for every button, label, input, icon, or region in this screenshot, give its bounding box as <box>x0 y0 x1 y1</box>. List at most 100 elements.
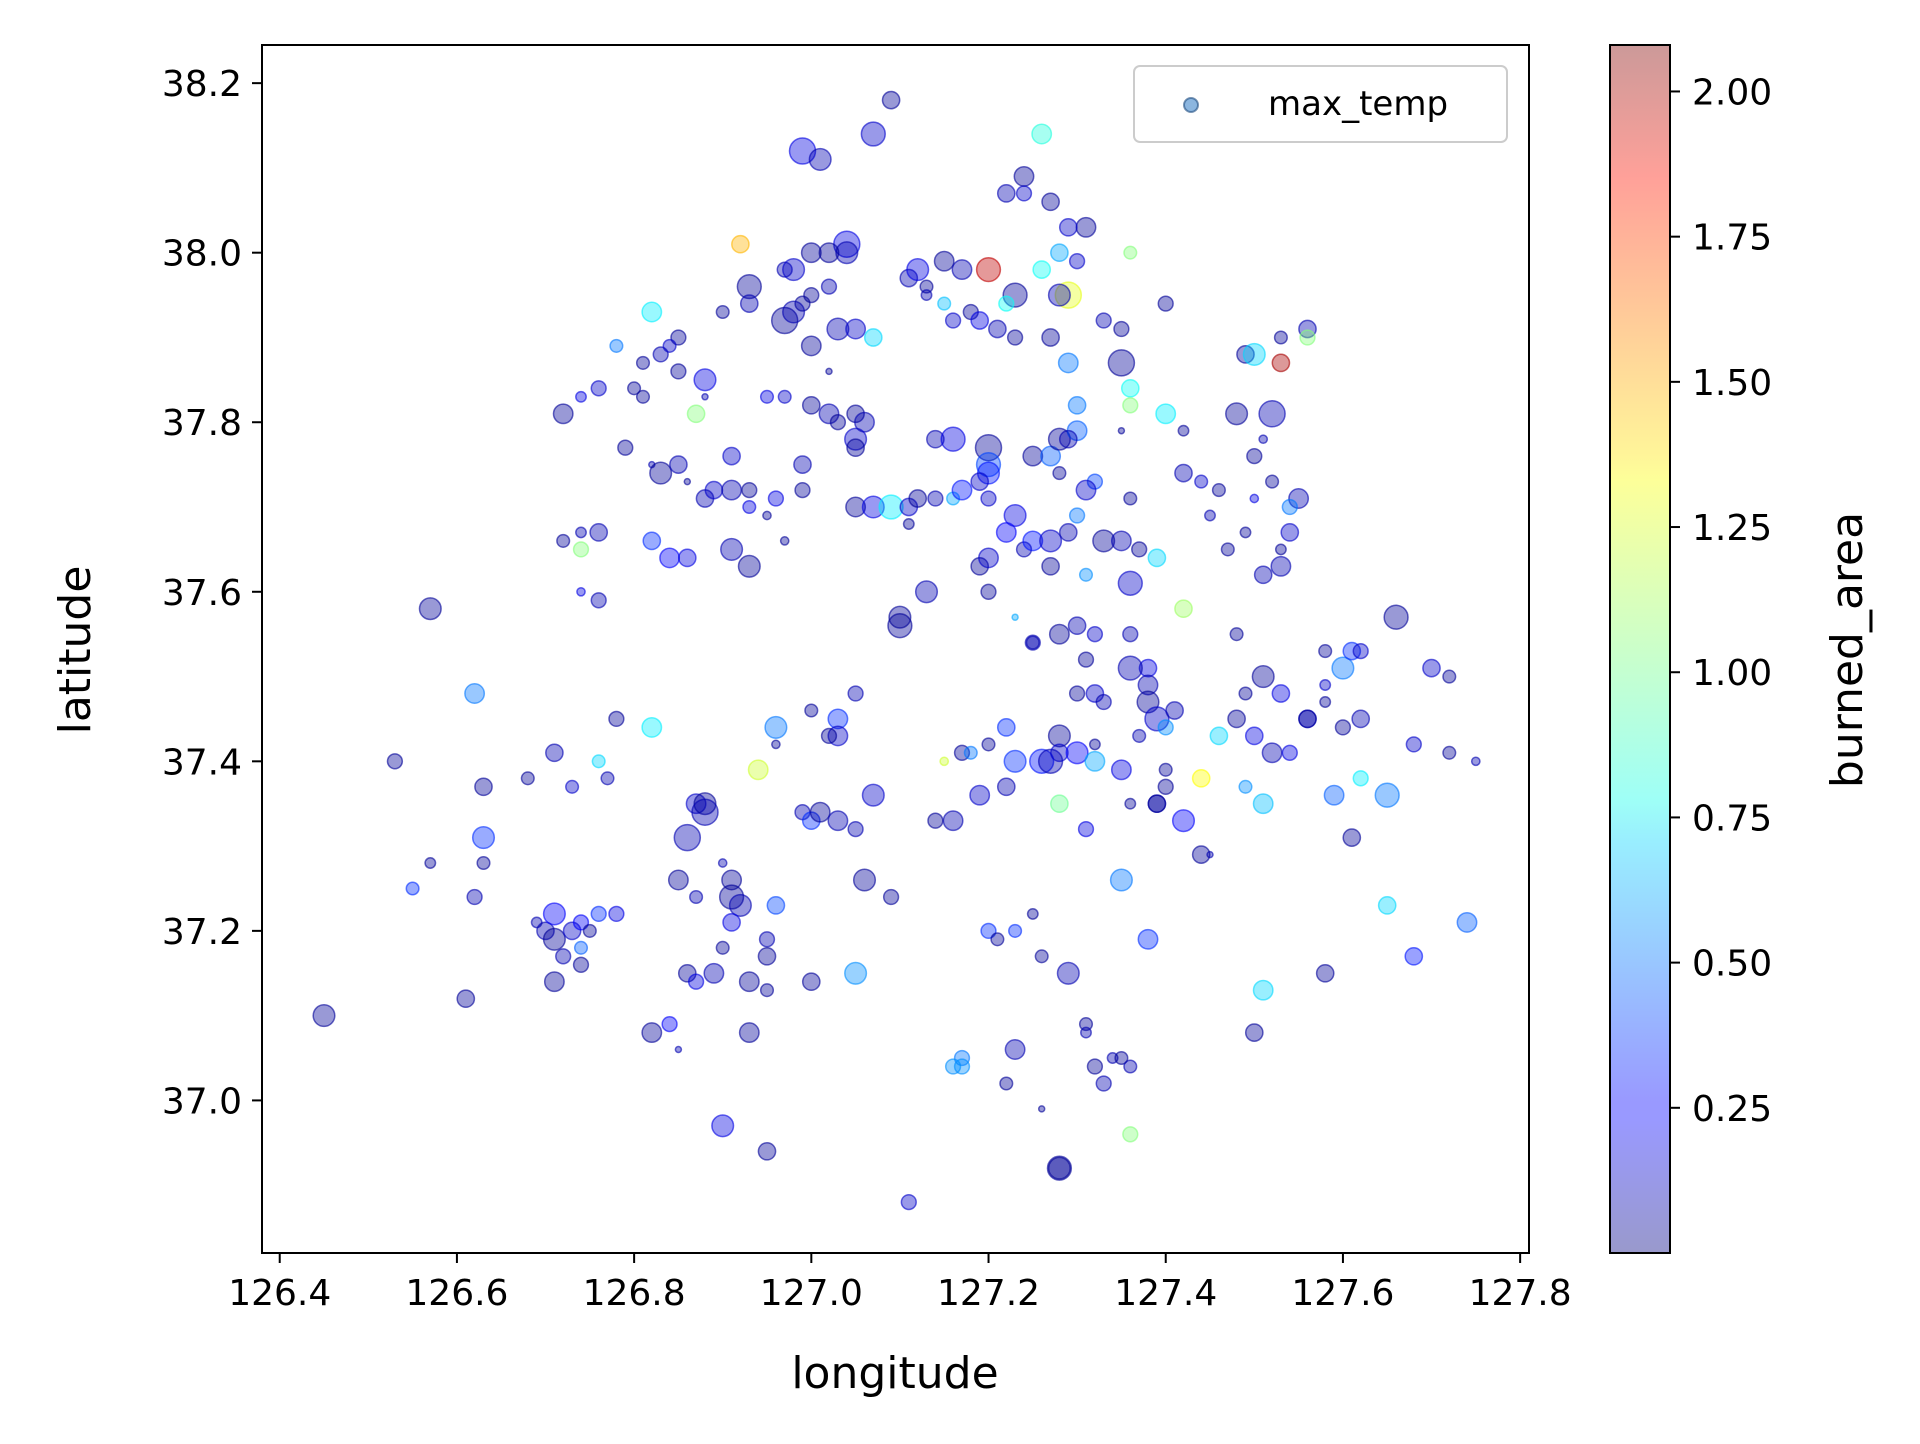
scatter-point <box>847 820 864 838</box>
scatter-point <box>1238 779 1253 794</box>
scatter-point <box>1029 748 1055 774</box>
scatter-point <box>1442 745 1457 760</box>
scatter-point <box>609 338 624 353</box>
scatter-point <box>576 586 586 597</box>
x-axis-ticks: 126.4 126.6 126.8 127.0 127.2 127.4 127.6 127.8 <box>228 1253 1572 1314</box>
y-tick-label: 37.4 <box>162 742 242 783</box>
scatter-point <box>677 548 697 568</box>
scatter-point <box>1171 809 1196 833</box>
scatter-point <box>1067 395 1087 415</box>
y-tick-label: 37.6 <box>162 573 242 614</box>
scatter-point <box>1047 283 1071 307</box>
scatter-point <box>1078 567 1094 582</box>
scatter-point <box>1058 429 1078 449</box>
scatter-point <box>670 363 687 380</box>
scatter-point <box>1404 946 1424 966</box>
scatter-point <box>1422 658 1441 678</box>
scatter-point <box>762 510 772 521</box>
scatter-point <box>1110 759 1132 781</box>
scatter-point <box>988 319 1007 339</box>
scatter-point <box>878 494 904 520</box>
scatter-point <box>312 1004 336 1028</box>
scatter-point <box>520 771 535 786</box>
scatter-point <box>758 931 776 948</box>
scatter-point <box>562 921 582 941</box>
scatter-point <box>953 1058 971 1075</box>
scatter-point <box>759 389 775 404</box>
scatter-point <box>722 913 741 932</box>
x-tick-label: 127.4 <box>1114 1273 1217 1314</box>
scatter-point <box>771 739 781 750</box>
scatter-point <box>1298 319 1317 339</box>
scatter-point <box>464 683 486 704</box>
scatter-point <box>770 306 799 335</box>
scatter-point <box>776 261 793 278</box>
scatter-point <box>1204 509 1216 522</box>
scatter-point <box>804 703 819 718</box>
scatter-point <box>1252 793 1274 815</box>
scatter-point <box>476 855 491 871</box>
scatter-point <box>1138 658 1158 678</box>
scatter-point <box>800 242 822 264</box>
scatter-point <box>845 318 867 340</box>
scatter-points <box>312 90 1481 1211</box>
scatter-point <box>963 745 978 760</box>
scatter-point <box>662 338 677 353</box>
scatter-point <box>827 708 849 730</box>
scatter-point <box>767 490 785 507</box>
scatter-point <box>456 989 476 1009</box>
scatter-point <box>808 147 832 171</box>
scatter-point <box>1015 185 1033 202</box>
scatter-point <box>405 881 420 896</box>
colorbar-tick-label: 2.00 <box>1692 72 1772 113</box>
scatter-point <box>608 905 625 923</box>
colorbar-frame <box>1609 44 1671 1254</box>
scatter-point <box>1209 726 1229 746</box>
colorbar-tick-label: 1.25 <box>1692 508 1772 549</box>
scatter-point <box>1132 728 1147 743</box>
scatter-point <box>1331 656 1355 680</box>
scatter-point <box>1075 216 1097 238</box>
scatter-point <box>1120 378 1140 398</box>
scatter-point <box>818 242 840 264</box>
scatter-point <box>800 335 822 357</box>
scatter-point <box>590 380 607 397</box>
scatter-point <box>1022 530 1044 552</box>
colorbar-tick-label: 0.75 <box>1692 798 1772 839</box>
scatter-point <box>782 300 806 324</box>
scatter-point <box>1050 243 1069 263</box>
scatter-point <box>793 455 812 474</box>
scatter-point <box>642 531 662 551</box>
scatter-point <box>711 1114 735 1138</box>
x-tick-label: 127.0 <box>760 1273 863 1314</box>
scatter-point <box>1092 529 1116 553</box>
scatter-point <box>777 389 792 404</box>
scatter-point <box>944 312 962 329</box>
scatter-point <box>1280 523 1300 542</box>
scatter-point <box>1050 794 1069 814</box>
x-tick-label: 127.2 <box>937 1273 1040 1314</box>
scatter-point <box>926 429 945 449</box>
scatter-point <box>995 521 1017 543</box>
scatter-point <box>908 489 928 508</box>
scatter-point <box>1037 1105 1046 1113</box>
scatter-point <box>887 613 913 639</box>
scatter-point <box>1258 434 1269 445</box>
scatter-point <box>801 395 821 415</box>
y-axis-label: latitude <box>50 566 101 735</box>
scatter-point <box>641 1022 663 1044</box>
scatter-point <box>1298 709 1317 729</box>
scatter-point <box>1342 828 1362 847</box>
scatter-point <box>1318 644 1333 659</box>
scatter-point <box>1270 555 1292 577</box>
scatter-point <box>1058 217 1078 237</box>
scatter-point <box>1022 445 1044 467</box>
scatter-point <box>1442 669 1457 684</box>
scatter-point <box>649 461 673 485</box>
scatter-point <box>424 857 437 869</box>
y-tick-label: 38.0 <box>162 234 242 275</box>
scatter-point <box>927 490 944 507</box>
scatter-point <box>386 753 404 770</box>
scatter-point <box>1031 123 1053 145</box>
